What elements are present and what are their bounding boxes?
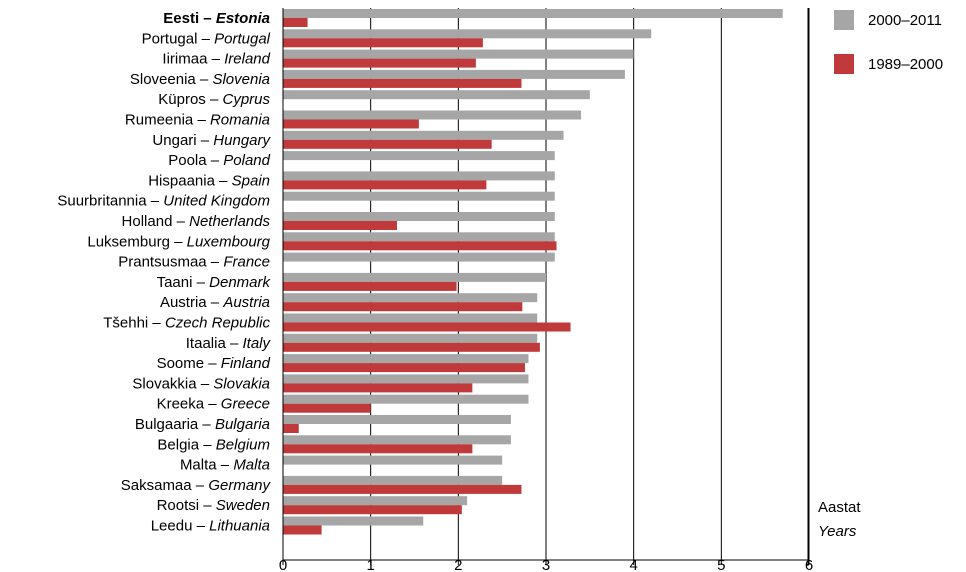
- bar-series1-portugal: [283, 29, 652, 39]
- bar-series1-italy: [283, 333, 538, 343]
- legend-swatch: [834, 54, 854, 74]
- category-label: Holland – Netherlands: [122, 213, 271, 230]
- category-label: Rumeenia – Romania: [125, 112, 270, 129]
- category-label: Portugal – Portugal: [142, 30, 271, 47]
- bar-series1-estonia: [283, 9, 783, 18]
- category-label: Sloveenia – Slovenia: [130, 71, 270, 88]
- category-label: Poola – Poland: [168, 152, 270, 169]
- bar-series1-bulgaria: [283, 415, 511, 424]
- bar-series1-luxembourg: [283, 232, 555, 242]
- bar-series2-luxembourg: [283, 241, 557, 251]
- x-tick-label: 1: [366, 557, 374, 572]
- category-labels: Eesti – Estonia Portugal – Portugal Iirima…: [57, 10, 271, 535]
- bar-series2-portugal: [283, 38, 483, 48]
- bar-series2-ireland: [283, 58, 476, 68]
- bar-series1-finland: [283, 354, 529, 364]
- category-label: Iirimaa – Ireland: [162, 51, 270, 68]
- bar-series1-poland: [283, 151, 555, 161]
- bars: [283, 9, 783, 535]
- bar-series1-greece: [283, 394, 529, 404]
- category-label: Prantsusmaa – France: [118, 254, 270, 271]
- bar-series1-belgium: [283, 435, 511, 445]
- category-label: Saksamaa – Germany: [121, 477, 272, 494]
- bar-series1-lithuania: [283, 516, 424, 526]
- bar-series1-austria: [283, 293, 538, 303]
- category-label: Küpros – Cyprus: [158, 91, 270, 108]
- bar-series2-estonia: [283, 18, 308, 27]
- bar-series1-hungary: [283, 130, 564, 140]
- bar-series2-czech-republic: [283, 322, 571, 332]
- bar-series2-romania: [283, 119, 419, 129]
- bar-series1-france: [283, 252, 555, 262]
- bar-series2-hungary: [283, 139, 492, 149]
- grid-lines: [370, 8, 810, 560]
- bar-series1-netherlands: [283, 212, 555, 221]
- bar-series2-finland: [283, 363, 525, 373]
- bar-series2-slovenia: [283, 78, 522, 88]
- category-label: Belgia – Belgium: [157, 436, 270, 453]
- x-axis-label-et: Aastat: [818, 499, 861, 516]
- bar-series2-belgium: [283, 444, 473, 454]
- bar-series1-sweden: [283, 496, 468, 506]
- category-label: Tšehhi – Czech Republic: [103, 315, 270, 332]
- x-tick-label: 6: [805, 557, 813, 572]
- legend: 2000–2011 1989–2000: [834, 10, 943, 74]
- bar-series1-czech-republic: [283, 313, 538, 323]
- category-label: Rootsi – Sweden: [157, 497, 270, 514]
- category-label: Leedu – Lithuania: [151, 518, 270, 535]
- legend-label: 1989–2000: [868, 56, 943, 73]
- bar-series1-malta: [283, 455, 503, 465]
- bar-series2-italy: [283, 342, 540, 352]
- category-label: Kreeka – Greece: [157, 396, 270, 413]
- category-label: Malta – Malta: [180, 457, 270, 474]
- bar-series1-slovenia: [283, 69, 625, 79]
- category-label: Eesti – Estonia: [163, 10, 270, 27]
- category-label: Slovakkia – Slovakia: [132, 375, 270, 392]
- bar-series2-denmark: [283, 281, 457, 291]
- category-label: Bulgaaria – Bulgaria: [135, 416, 270, 433]
- bar-series2-slovakia: [283, 383, 473, 393]
- bar-series1-cyprus: [283, 90, 590, 100]
- x-axis: 0 1 2 3 4 5 6: [279, 8, 813, 572]
- bar-series1-germany: [283, 475, 503, 485]
- bar-series1-spain: [283, 171, 555, 181]
- bar-series1-denmark: [283, 272, 546, 282]
- category-label: Taani – Denmark: [157, 274, 272, 291]
- bar-series2-lithuania: [283, 525, 322, 535]
- category-label: Ungari – Hungary: [152, 132, 271, 149]
- x-tick-label: 3: [542, 557, 550, 572]
- bar-series1-romania: [283, 110, 582, 120]
- bar-series2-germany: [283, 484, 522, 494]
- x-tick-label: 0: [279, 557, 287, 572]
- bar-series2-sweden: [283, 505, 462, 515]
- legend-swatch: [834, 10, 854, 30]
- category-label: Austria – Austria: [160, 294, 270, 311]
- category-label: Soome – Finland: [157, 355, 271, 372]
- bar-series1-united-kingdom: [283, 191, 555, 201]
- bar-series2-austria: [283, 302, 523, 312]
- category-label: Itaalia – Italy: [186, 335, 272, 352]
- legend-label: 2000–2011: [868, 12, 942, 29]
- x-tick-label: 4: [629, 557, 637, 572]
- x-tick-label: 2: [454, 557, 462, 572]
- bar-series2-spain: [283, 180, 487, 190]
- bar-series1-slovakia: [283, 374, 529, 384]
- x-tick-label: 5: [717, 557, 725, 572]
- bar-series1-ireland: [283, 49, 634, 59]
- category-label: Luksemburg – Luxembourg: [87, 233, 270, 250]
- bar-series2-bulgaria: [283, 424, 299, 433]
- x-axis-label-en: Years: [818, 523, 857, 540]
- bar-series2-netherlands: [283, 221, 397, 230]
- category-label: Suurbritannia – United Kingdom: [57, 193, 270, 210]
- bar-series2-greece: [283, 403, 371, 413]
- category-label: Hispaania – Spain: [148, 172, 270, 189]
